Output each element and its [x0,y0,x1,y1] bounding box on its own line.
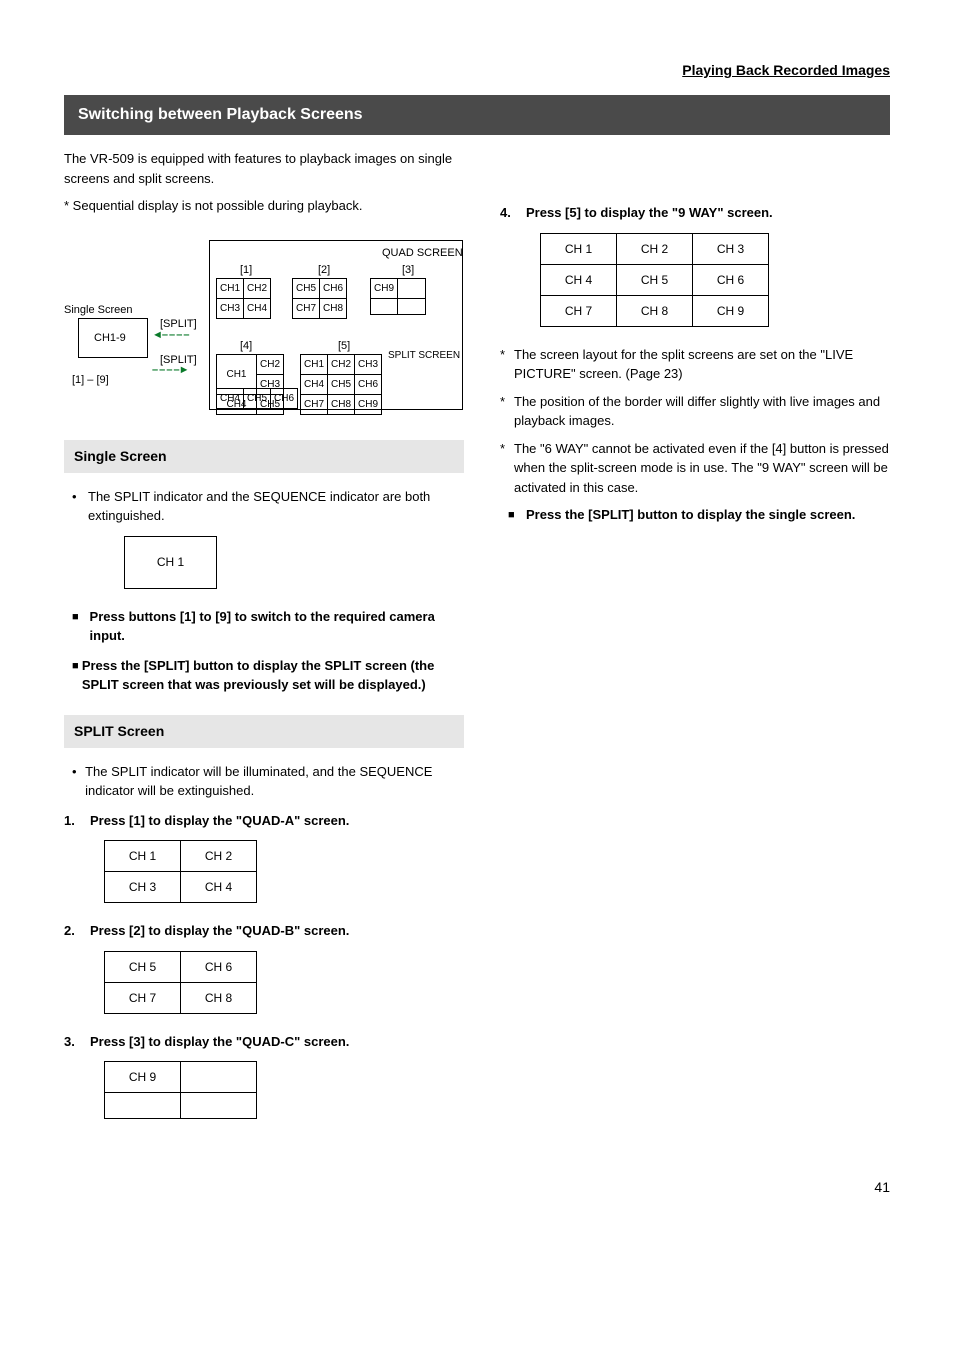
sixway-bot: CH4CH5CH6 [216,388,298,409]
quad-a-table: CH 1CH 2 CH 3CH 4 [104,840,257,903]
range-label: [1] – [9] [72,372,109,389]
single-bullet: • The SPLIT indicator and the SEQUENCE i… [64,487,464,526]
bot-label-5: [5] [338,338,350,355]
page-number: 41 [64,1177,890,1198]
single-bullet-text: The SPLIT indicator and the SEQUENCE ind… [88,487,464,526]
step-4: 4. Press [5] to display the "9 WAY" scre… [500,203,890,223]
quad-b-table: CH 5CH 6 CH 7CH 8 [104,951,257,1014]
intro-note: * Sequential display is not possible dur… [64,196,464,216]
section-title: Switching between Playback Screens [64,95,890,135]
ch1-box: CH 1 [124,536,217,589]
single-sq1: ■ Press buttons [1] to [9] to switch to … [64,607,464,646]
split-screen-label: SPLIT SCREEN [388,348,460,363]
bot-label-4: [4] [240,338,252,355]
page-header: Playing Back Recorded Images [64,60,890,81]
top-label-1: [1] [240,262,252,279]
split-screen-heading: SPLIT Screen [64,715,464,748]
ch19-label: CH1-9 [94,330,126,347]
screen-diagram: Single Screen CH1-9 [1] – [9] [SPLIT] [S… [64,230,464,420]
right-note-2: * The position of the border will differ… [500,392,890,431]
arrow-left: ◄– – – – [152,327,189,344]
bullet-dot: • [72,762,85,801]
step-3: 3. Press [3] to display the "QUAD-C" scr… [64,1032,464,1052]
quad-c-table: CH 9 [104,1061,257,1119]
arrow-right: – – – –► [152,362,189,379]
square-icon: ■ [72,656,82,695]
single-screen-label: Single Screen [64,302,133,319]
right-sq: ■ Press the [SPLIT] button to display th… [500,505,890,525]
quad-1: CH1CH2 CH3CH4 [216,278,271,319]
step-1: 1. Press [1] to display the "QUAD-A" scr… [64,811,464,831]
right-note-1: * The screen layout for the split screen… [500,345,890,384]
quad-3: CH9 [370,278,426,315]
square-icon: ■ [72,607,90,646]
nineway: CH1CH2CH3 CH4CH5CH6 CH7CH8CH9 [300,354,382,415]
step-2: 2. Press [2] to display the "QUAD-B" scr… [64,921,464,941]
top-label-2: [2] [318,262,330,279]
nine-way-table: CH 1CH 2CH 3 CH 4CH 5CH 6 CH 7CH 8CH 9 [540,233,769,327]
quad-2: CH5CH6 CH7CH8 [292,278,347,319]
bullet-dot: • [72,487,88,526]
top-label-3: [3] [402,262,414,279]
right-note-3: * The "6 WAY" cannot be activated even i… [500,439,890,498]
single-screen-heading: Single Screen [64,440,464,473]
single-sq2: ■ Press the [SPLIT] button to display th… [64,656,464,695]
square-icon: ■ [508,505,526,525]
left-column: The VR-509 is equipped with features to … [64,149,464,1137]
right-column: 4. Press [5] to display the "9 WAY" scre… [500,149,890,1137]
intro-text: The VR-509 is equipped with features to … [64,149,464,188]
split-bullet: • The SPLIT indicator will be illuminate… [64,762,464,801]
quad-screen-label: QUAD SCREEN [382,245,463,262]
